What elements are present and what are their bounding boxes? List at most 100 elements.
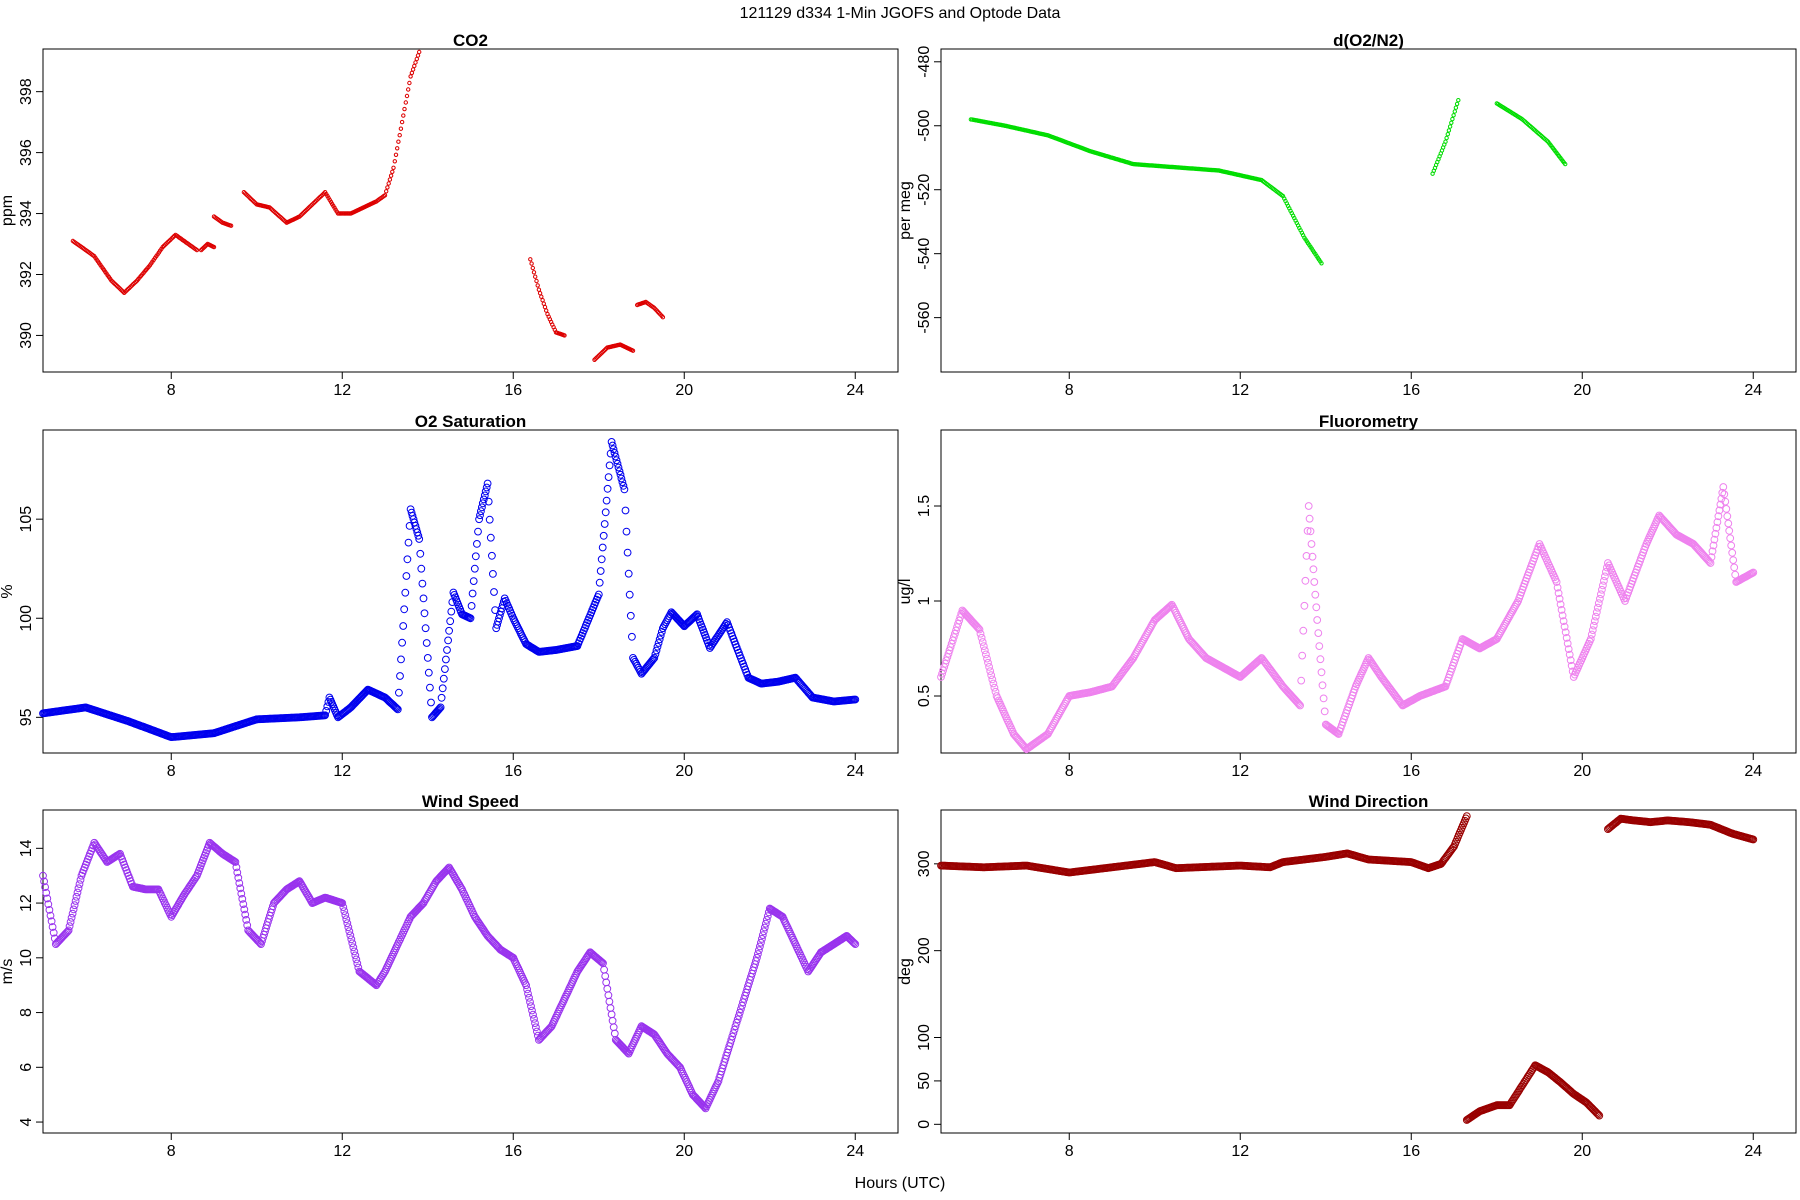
y-axis-label: % — [0, 584, 16, 598]
data-point — [1144, 627, 1153, 636]
data-point — [1593, 1109, 1602, 1118]
data-point — [393, 705, 402, 714]
y-tick-label: 1 — [916, 596, 933, 605]
data-point — [1712, 524, 1721, 532]
data-point — [1721, 497, 1730, 506]
data-point — [236, 884, 245, 893]
data-point — [737, 1005, 745, 1013]
data-point — [661, 620, 669, 629]
data-point — [68, 909, 77, 918]
data-point — [622, 527, 631, 536]
data-point — [608, 1016, 617, 1025]
y-tick-label: 8 — [18, 1008, 35, 1017]
data-point — [40, 877, 48, 886]
data-point — [735, 1008, 744, 1017]
data-point — [242, 916, 251, 924]
data-point — [619, 481, 628, 490]
data-point — [1713, 518, 1722, 526]
data-point — [1132, 648, 1141, 657]
data-point — [1048, 722, 1057, 731]
data-point — [1594, 599, 1603, 608]
data-point — [1046, 726, 1054, 735]
data-point — [850, 939, 859, 947]
data-point — [228, 223, 234, 228]
data-point — [1313, 616, 1322, 624]
x-tick-label: 12 — [1231, 763, 1249, 780]
data-point — [350, 947, 359, 956]
y-tick-label: 0 — [916, 1120, 933, 1129]
data-point — [48, 923, 57, 931]
data-point — [43, 894, 52, 903]
data-point — [1724, 519, 1733, 528]
data-point — [390, 169, 395, 175]
data-point — [1562, 634, 1571, 642]
data-point — [71, 897, 80, 905]
data-point — [1592, 608, 1601, 617]
data-point — [401, 588, 410, 597]
x-tick-label: 12 — [1231, 382, 1249, 399]
data-point — [533, 274, 538, 279]
data-point — [1130, 652, 1139, 660]
data-point — [1044, 730, 1052, 738]
data-point — [1315, 642, 1324, 650]
data-point — [650, 654, 659, 662]
plot-frame — [940, 809, 1797, 1134]
panel-title: Fluorometry — [1319, 412, 1419, 431]
data-point — [349, 943, 358, 952]
data-point — [752, 957, 760, 965]
data-point — [951, 629, 959, 638]
data-point — [1719, 483, 1728, 491]
data-point — [1600, 577, 1608, 585]
data-point — [1051, 716, 1060, 725]
data-point — [728, 1032, 737, 1041]
data-point — [973, 623, 982, 632]
y-axis-label: ppm — [0, 195, 16, 226]
data-point — [382, 193, 388, 198]
x-tick-label: 20 — [1573, 1143, 1591, 1160]
data-point — [655, 635, 664, 644]
data-point — [395, 688, 403, 697]
data-point — [523, 985, 531, 994]
data-point — [1058, 703, 1067, 712]
data-point — [562, 333, 567, 338]
data-point — [1566, 656, 1575, 665]
data-point — [605, 461, 614, 470]
x-tick-label: 20 — [1573, 763, 1591, 780]
data-point — [1565, 650, 1574, 659]
data-point — [536, 287, 542, 292]
data-point — [410, 67, 416, 72]
data-point — [479, 495, 488, 504]
data-point — [602, 978, 611, 987]
y-tick-label: -540 — [916, 238, 933, 270]
x-tick-label: 24 — [1744, 763, 1762, 780]
data-point — [1506, 610, 1515, 619]
data-point — [1054, 711, 1063, 719]
data-point — [623, 548, 632, 557]
data-point — [600, 520, 609, 528]
data-point — [734, 1012, 743, 1020]
data-point — [457, 883, 465, 892]
data-point — [612, 456, 621, 465]
y-tick-label: 390 — [18, 322, 35, 349]
data-point — [544, 308, 549, 313]
data-point — [370, 979, 379, 988]
data-point — [1298, 651, 1307, 660]
y-tick-label: -520 — [916, 174, 933, 206]
data-point — [540, 298, 545, 303]
data-point — [476, 511, 484, 520]
data-point — [1147, 621, 1156, 630]
data-point — [241, 910, 250, 919]
x-tick-label: 16 — [1402, 763, 1420, 780]
data-point — [1311, 590, 1320, 599]
data-point — [415, 535, 424, 543]
data-point — [1446, 128, 1452, 133]
data-point — [1319, 694, 1328, 703]
panel-title: CO2 — [453, 31, 488, 50]
data-point — [604, 991, 613, 1000]
data-point — [1496, 629, 1504, 638]
data-point — [442, 655, 450, 664]
data-point — [530, 265, 535, 271]
x-tick-label: 24 — [1744, 382, 1762, 399]
data-point — [194, 247, 200, 253]
